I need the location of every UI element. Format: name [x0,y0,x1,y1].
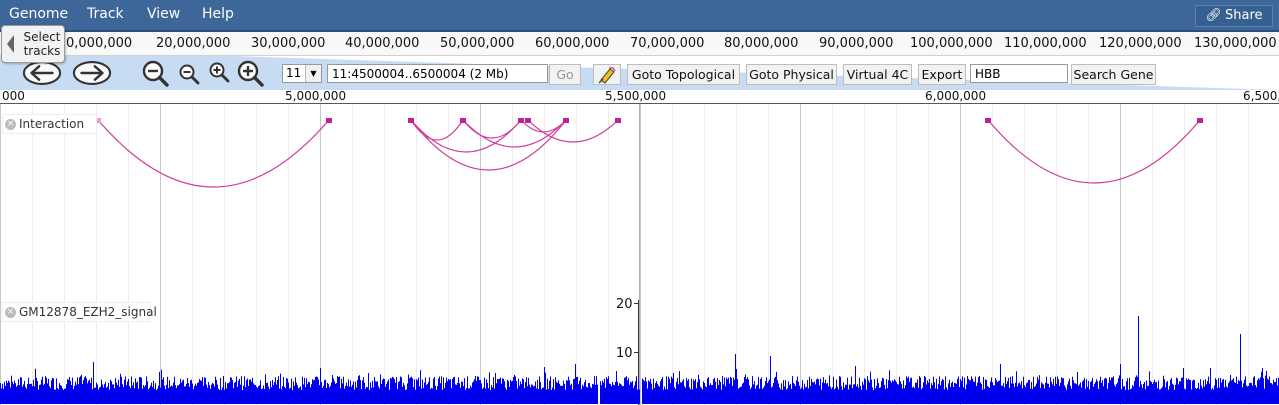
menu-bar: Genome Track View Help 🔗︎ Share [0,0,1279,32]
overview-label: 100,000,000 [910,36,993,51]
overview-label: 30,000,000 [251,36,326,51]
interaction-arc[interactable] [987,119,1201,184]
interaction-anchor[interactable] [563,118,569,123]
overview-label: 120,000,000 [1099,36,1182,51]
interaction-anchor[interactable] [525,118,531,123]
select-tracks-label: tracks [23,44,61,58]
goto-physical-button[interactable]: Goto Physical [746,64,837,85]
select-tracks-label: Select [23,30,61,44]
interaction-anchor[interactable] [615,118,621,123]
highlighter-icon [598,67,616,84]
interaction-label-text: Interaction [19,117,85,131]
menu-track[interactable]: Track [87,6,124,22]
overview-label: 130,000,000 [1194,36,1277,51]
interaction-anchor[interactable] [408,118,414,123]
interaction-anchor[interactable] [985,118,991,123]
gene-search-input[interactable] [970,64,1068,83]
select-tracks-button[interactable]: Select tracks [1,25,65,63]
interaction-track-label[interactable]: × Interaction [2,114,97,134]
toolbar: 11 ▼ Go Goto Topological Goto Physical V… [0,56,1279,90]
close-icon[interactable]: × [5,119,16,130]
interaction-arc[interactable] [97,119,330,188]
signal-track-label[interactable]: × GM12878_EZH2_signal [2,302,157,322]
menu-view[interactable]: View [147,6,181,22]
location-input[interactable] [327,64,548,83]
overview-ruler[interactable]: 0,000,000 20,000,000 30,000,000 40,000,0… [0,32,1279,56]
export-button[interactable]: Export [918,64,966,85]
forward-arrow-icon[interactable] [72,60,112,86]
go-button[interactable]: Go [549,64,581,85]
signal-bars[interactable] [0,316,1279,404]
overview-label: 80,000,000 [724,36,799,51]
goto-topological-button[interactable]: Goto Topological [627,64,740,85]
ruler-label: 5,000,000 [285,89,347,103]
virtual-4c-button[interactable]: Virtual 4C [843,64,912,85]
interaction-anchor[interactable] [518,118,524,123]
zoom-out-small-icon[interactable] [178,63,202,85]
share-button[interactable]: 🔗︎ Share [1195,5,1273,27]
chevron-down-icon: ▼ [305,65,321,82]
axis-label: 10 [616,346,633,361]
interaction-anchor[interactable] [460,118,466,123]
detail-ruler[interactable]: 000 5,000,000 5,500,000 6,000,000 6,500, [0,89,1279,104]
ruler-label: 5,500,000 [605,89,667,103]
interaction-anchor[interactable] [95,118,101,123]
ruler-label: 6,500, [1243,89,1279,103]
highlight-button[interactable] [593,64,621,85]
tracks-area[interactable]: 20 10 × Interaction × GM12878_EZH2_signal [0,104,1279,405]
overview-label: 110,000,000 [1004,36,1087,51]
link-icon: 🔗︎ [1205,8,1222,23]
overview-label: 70,000,000 [630,36,705,51]
chromosome-value: 11 [286,66,302,80]
close-icon[interactable]: × [5,307,16,318]
overview-label: 40,000,000 [345,36,420,51]
caret-left-icon [7,35,14,53]
search-gene-button[interactable]: Search Gene [1071,64,1156,85]
interaction-arc[interactable] [410,119,567,171]
axis-label: 20 [616,297,633,312]
interaction-anchor[interactable] [1197,118,1203,123]
menu-help[interactable]: Help [202,6,234,22]
interaction-track[interactable] [0,104,1279,294]
overview-label: 20,000,000 [156,36,231,51]
overview-label: 90,000,000 [819,36,894,51]
interaction-anchor[interactable] [326,118,332,123]
ruler-label: 000 [2,89,25,103]
menu-genome[interactable]: Genome [9,6,69,22]
ruler-label: 6,000,000 [925,89,987,103]
overview-label: 50,000,000 [440,36,515,51]
overview-label: 0,000,000 [66,36,133,51]
share-label: Share [1225,8,1263,23]
zoom-in-icon[interactable] [236,60,266,88]
interaction-arc[interactable] [527,119,619,143]
interaction-arc[interactable] [462,119,567,148]
chromosome-select[interactable]: 11 ▼ [282,64,322,83]
grid-lines [0,104,1249,405]
signal-label-text: GM12878_EZH2_signal [19,305,157,319]
back-arrow-icon[interactable] [22,60,62,86]
zoom-in-small-icon[interactable] [208,61,232,83]
zoom-out-icon[interactable] [141,60,171,88]
overview-label: 60,000,000 [535,36,610,51]
